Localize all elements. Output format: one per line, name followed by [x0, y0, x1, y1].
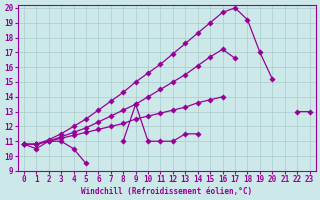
X-axis label: Windchill (Refroidissement éolien,°C): Windchill (Refroidissement éolien,°C): [81, 187, 252, 196]
